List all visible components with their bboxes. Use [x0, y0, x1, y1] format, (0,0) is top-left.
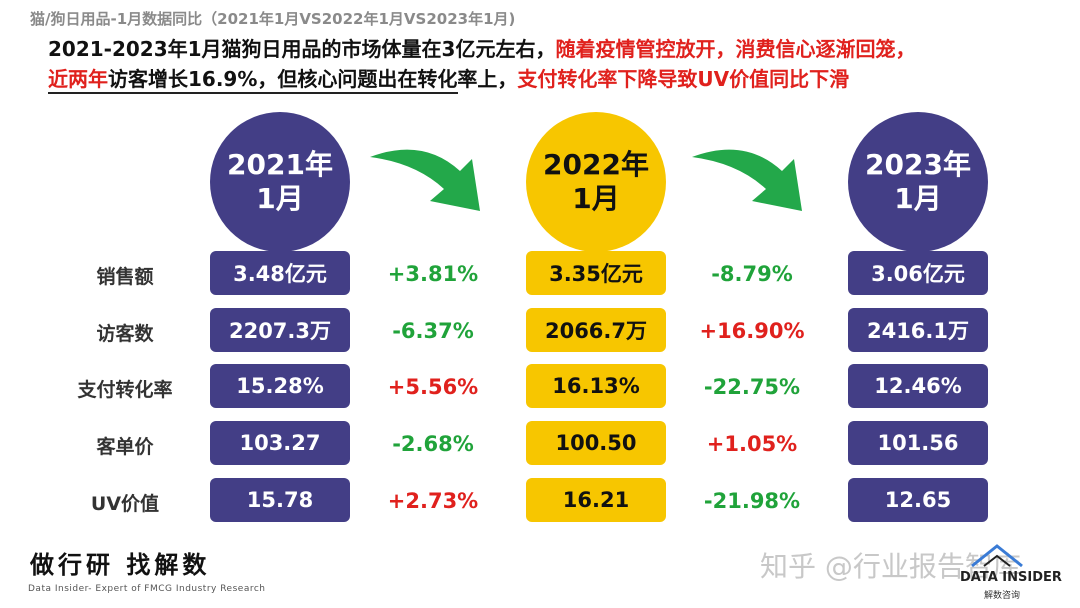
row-label-uv-value: UV价值: [90, 493, 160, 515]
green-arrow-icon: [370, 149, 480, 211]
change-22-23-conversion: -22.75%: [703, 375, 801, 399]
value-2023-avg-price: 101.56: [848, 421, 988, 465]
value-2021-sales: 3.48亿元: [210, 251, 350, 295]
row-label-sales: 销售额: [96, 266, 154, 288]
headline: 2021-2023年1月猫狗日用品的市场体量在3亿元左右，随着疫情管控放开，消费…: [48, 34, 1058, 94]
page-subtitle: 猫/狗日用品-1月数据同比（2021年1月VS2022年1月VS2023年1月): [30, 10, 516, 28]
change-22-23-visitors: +16.90%: [699, 319, 805, 343]
change-22-23-uv-value: -21.98%: [703, 489, 801, 513]
year-circle-2022: 2022年 1月: [526, 112, 666, 252]
row-label-avg-price: 客单价: [96, 436, 154, 458]
logo-subtext: 解数咨询: [984, 591, 1021, 601]
footer-tagline: Data Insider- Expert of FMCG Industry Re…: [28, 584, 266, 594]
change-21-22-uv-value: +2.73%: [387, 489, 479, 513]
value-2021-conversion: 15.28%: [210, 364, 350, 408]
year-circle-2023: 2023年 1月: [848, 112, 988, 252]
change-21-22-conversion: +5.56%: [387, 375, 479, 399]
value-2021-visitors: 2207.3万: [210, 308, 350, 352]
headline-part3: 近两年: [48, 67, 108, 91]
headline-part5: 支付转化率下降导致UV价值同比下滑: [517, 67, 850, 91]
row-label-visitors: 访客数: [96, 323, 154, 345]
year-2023-line2: 1月: [894, 182, 942, 215]
logo-text: DATA INSIDER: [960, 570, 1062, 585]
value-2023-sales: 3.06亿元: [848, 251, 988, 295]
year-2021-line1: 2021年: [227, 148, 333, 181]
change-21-22-avg-price: -2.68%: [392, 432, 474, 456]
headline-underline: [48, 92, 458, 94]
year-2023-line1: 2023年: [865, 148, 971, 181]
footer-brand: 做行研 找解数: [30, 551, 211, 579]
headline-part2: 随着疫情管控放开，消费信心逐渐回笼，: [555, 37, 916, 61]
value-2022-uv-value: 16.21: [526, 478, 666, 522]
headline-part1: 2021-2023年1月猫狗日用品的市场体量在3亿元左右，: [48, 37, 556, 61]
headline-part4: 访客增长16.9%，但核心问题出在转化率上，: [108, 67, 518, 91]
year-2021-line2: 1月: [256, 182, 304, 215]
row-label-conversion: 支付转化率: [77, 379, 173, 401]
value-2022-sales: 3.35亿元: [526, 251, 666, 295]
green-arrow-icon: [692, 149, 802, 211]
value-2022-visitors: 2066.7万: [526, 308, 666, 352]
watermark: 知乎 @行业报告智库: [760, 550, 1021, 583]
value-2023-conversion: 12.46%: [848, 364, 988, 408]
change-22-23-sales: -8.79%: [711, 262, 793, 286]
change-21-22-visitors: -6.37%: [392, 319, 474, 343]
year-2022-line1: 2022年: [543, 148, 649, 181]
value-2021-uv-value: 15.78: [210, 478, 350, 522]
change-21-22-sales: +3.81%: [387, 262, 479, 286]
year-2022-line2: 1月: [572, 182, 620, 215]
value-2023-visitors: 2416.1万: [848, 308, 988, 352]
change-22-23-avg-price: +1.05%: [706, 432, 798, 456]
value-2023-uv-value: 12.65: [848, 478, 988, 522]
data-insider-logo-icon: [971, 544, 1023, 568]
value-2021-avg-price: 103.27: [210, 421, 350, 465]
value-2022-avg-price: 100.50: [526, 421, 666, 465]
year-circle-2021: 2021年 1月: [210, 112, 350, 252]
value-2022-conversion: 16.13%: [526, 364, 666, 408]
